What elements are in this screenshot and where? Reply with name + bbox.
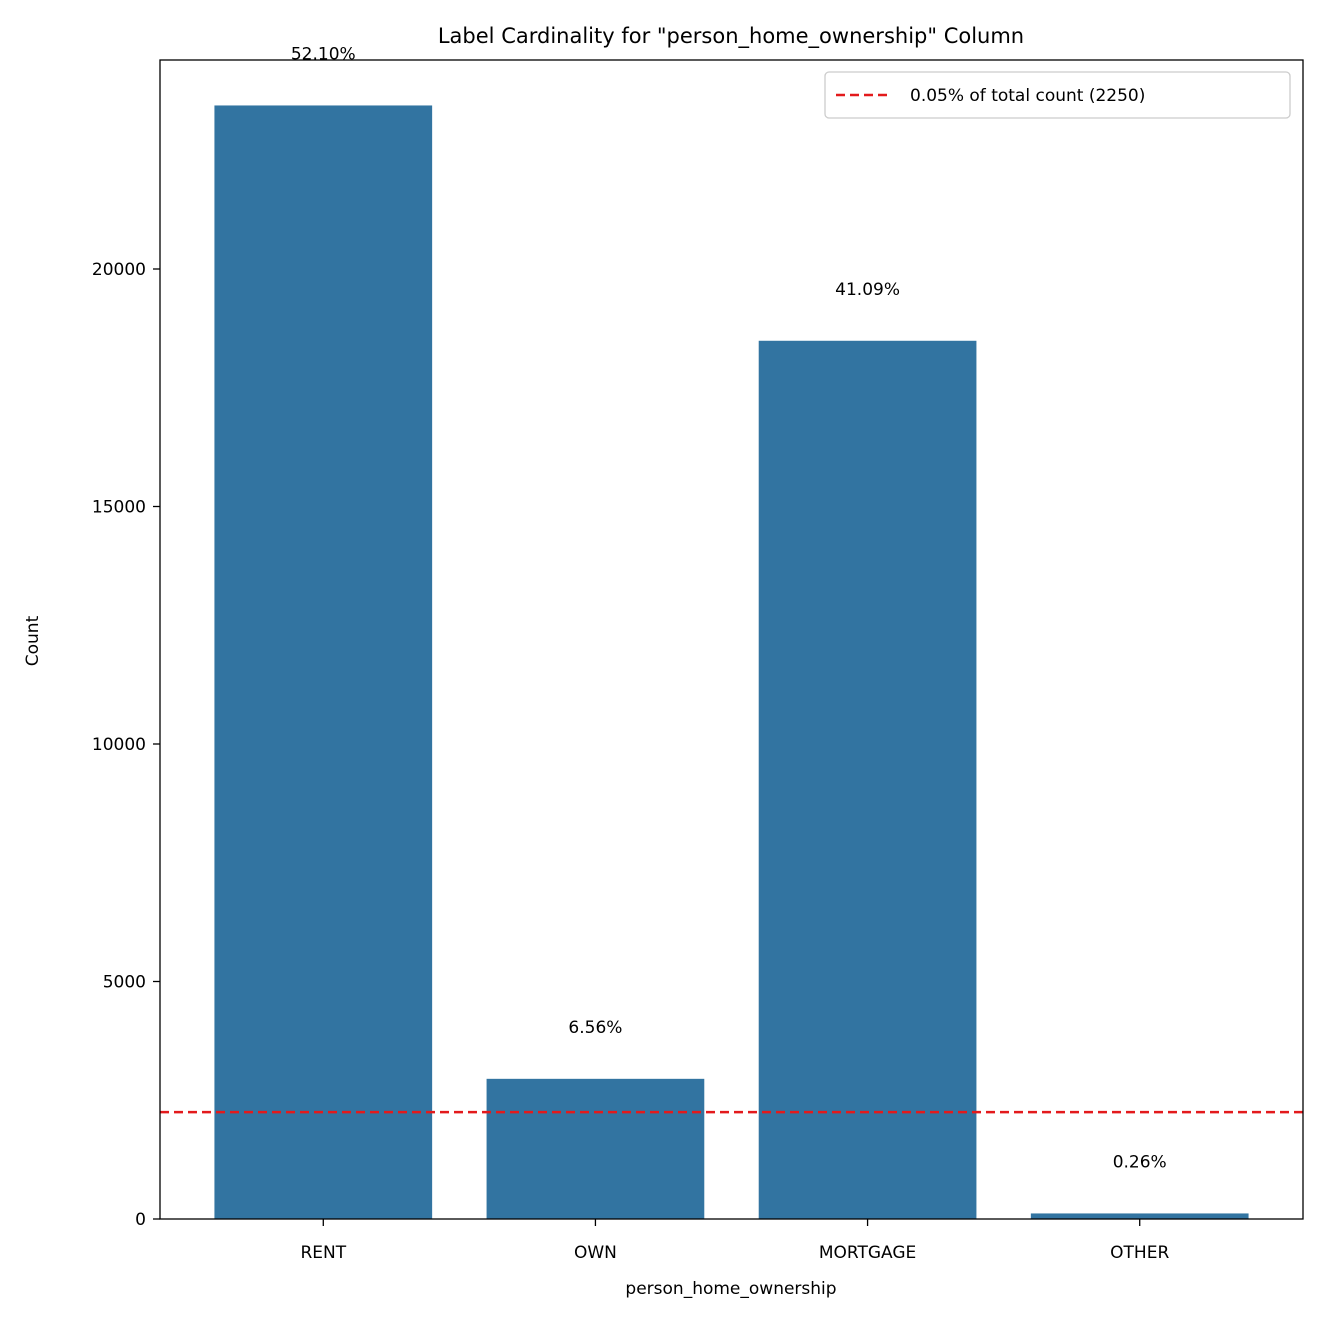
x-tick-label: OTHER (1110, 1243, 1169, 1263)
x-tick-label: MORTGAGE (819, 1243, 916, 1263)
bar (214, 105, 433, 1219)
legend-box (824, 71, 1291, 119)
x-tick-label: RENT (300, 1243, 346, 1263)
plot-frame (159, 59, 1304, 1220)
y-tick-label: 10000 (92, 735, 146, 755)
bar (758, 340, 977, 1220)
bar-value-label: 52.10% (291, 44, 356, 64)
y-tick-label: 20000 (92, 260, 146, 280)
bar (1030, 1213, 1249, 1219)
x-tick-label: OWN (574, 1243, 617, 1263)
bar-value-label: 0.26% (1113, 1152, 1167, 1172)
legend-label: 0.05% of total count (2250) (910, 86, 1145, 106)
bar-value-label: 41.09% (835, 280, 900, 300)
chart-title: Label Cardinality for "person_home_owner… (438, 24, 1024, 49)
y-tick-label: 0 (135, 1210, 146, 1230)
y-tick-label: 5000 (103, 973, 146, 993)
x-axis-label: person_home_ownership (625, 1279, 836, 1299)
y-axis-label: Count (23, 615, 43, 666)
y-tick-label: 15000 (92, 498, 146, 518)
bar-value-label: 6.56% (568, 1018, 622, 1038)
bar (486, 1078, 705, 1219)
